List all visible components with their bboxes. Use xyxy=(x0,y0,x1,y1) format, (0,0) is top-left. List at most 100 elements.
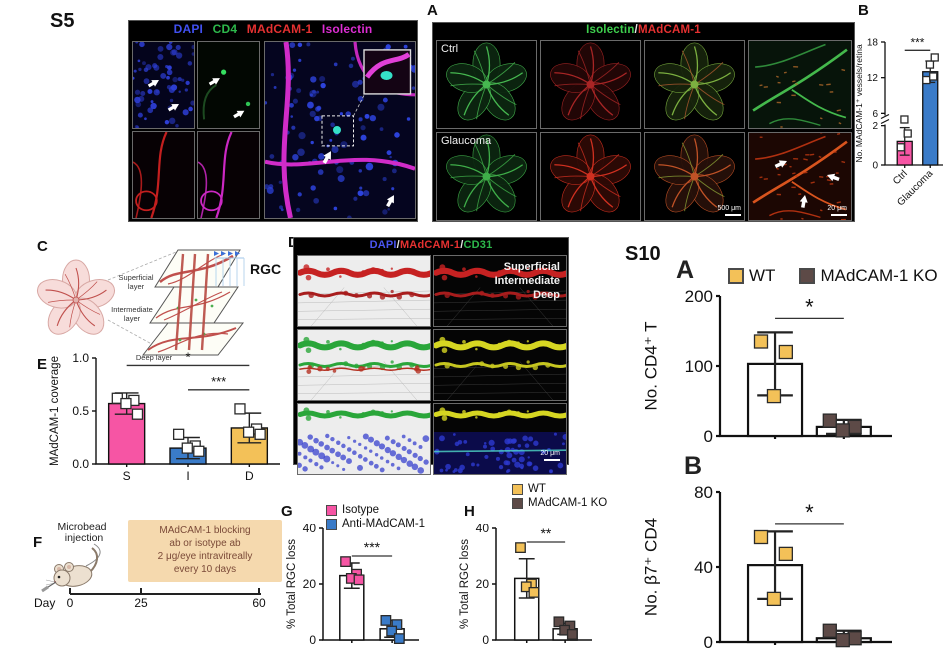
svg-text:*: * xyxy=(805,294,814,319)
svg-text:0: 0 xyxy=(872,161,878,172)
c-superficial-layer xyxy=(154,249,241,288)
panel-h-chart: 0 20 40 ** % Total RGC loss xyxy=(458,521,626,652)
s10-b-label: B xyxy=(684,452,703,480)
f-protocol-box xyxy=(128,520,282,582)
panel-f-label: F xyxy=(33,534,43,551)
svg-text:40: 40 xyxy=(303,524,317,535)
c-superficial-label-1: Superficial xyxy=(118,273,153,282)
svg-text:20: 20 xyxy=(303,577,317,591)
s5-channel-header: DAPI CD4 MAdCAM-1 Isolectin xyxy=(129,22,417,36)
svg-text:2: 2 xyxy=(872,121,878,132)
a-ctrl-madcam-image xyxy=(540,40,641,129)
s5-merged-image xyxy=(264,41,416,219)
a-glaucoma-madcam-image xyxy=(540,132,641,221)
channel-cd4-label: CD4 xyxy=(212,22,238,36)
legend-item: MAdCAM-1 KO xyxy=(512,497,607,509)
panel-f-diagram: Microbead injection MAdCAM-1 blocking ab… xyxy=(34,520,282,610)
svg-text:0: 0 xyxy=(704,427,713,446)
panel-s5-label: S5 xyxy=(50,10,75,32)
panel-a-images: Isolectin/MAdCAM-1 Ctrl Glaucoma 500 μm … xyxy=(432,22,855,222)
panel-a-label: A xyxy=(427,2,438,19)
svg-text:% Total RGC loss: % Total RGC loss xyxy=(459,539,471,629)
d-depth-labels: Superficial Intermediate Deep xyxy=(424,260,560,302)
legend-swatch xyxy=(326,504,337,516)
s5-isolectin-image xyxy=(197,131,260,219)
a-ctrl-inset-image xyxy=(748,40,852,129)
a-glaucoma-row-label: Glaucoma xyxy=(441,135,492,147)
d-intermediate-label: Intermediate xyxy=(494,275,560,287)
a-scalebar-20um: 20 μm xyxy=(803,205,847,216)
svg-text:20: 20 xyxy=(476,577,490,591)
legend-item: WT xyxy=(512,483,607,495)
legend-item: Anti-MAdCAM-1 xyxy=(326,518,425,530)
svg-text:200: 200 xyxy=(685,290,713,306)
d-superficial-label: Superficial xyxy=(503,261,560,273)
d-dapi-3d-white xyxy=(297,403,431,475)
legend-swatch xyxy=(799,268,816,284)
svg-text:No. β7⁺ CD4: No. β7⁺ CD4 xyxy=(642,518,660,616)
a-scalebar-500um: 500 μm xyxy=(695,205,741,216)
a-slash: / xyxy=(634,24,638,36)
legend-label: Anti-MAdCAM-1 xyxy=(342,518,426,530)
svg-text:S: S xyxy=(123,469,131,482)
f-box-line-1: MAdCAM-1 blocking xyxy=(159,525,250,536)
svg-text:MAdCAM-1 coverage: MAdCAM-1 coverage xyxy=(49,356,61,466)
f-day-label: Day xyxy=(34,596,55,610)
svg-text:***: *** xyxy=(910,35,924,49)
f-day-0: 0 xyxy=(67,596,74,610)
legend-swatch xyxy=(326,518,337,530)
svg-text:% Total RGC loss: % Total RGC loss xyxy=(286,539,298,629)
a-channel-header: Isolectin/MAdCAM-1 xyxy=(433,24,854,36)
svg-text:Ctrl: Ctrl xyxy=(891,168,910,187)
h-legend: WT MAdCAM-1 KO xyxy=(512,483,607,509)
panel-c-label: C xyxy=(37,238,48,255)
panel-s10a-chart: 0 100 200 * No. CD4⁺ T xyxy=(641,287,932,446)
svg-text:No. CD4⁺ T: No. CD4⁺ T xyxy=(642,322,660,411)
svg-text:100: 100 xyxy=(685,357,713,376)
c-intermediate-label-1: Intermediate xyxy=(111,305,153,314)
svg-text:40: 40 xyxy=(694,558,713,577)
panel-e-chart: 0.0 0.5 1.0 * *** S I D MAdCAM-1 coverage xyxy=(48,349,288,483)
f-day-60: 60 xyxy=(252,596,266,610)
d-deep-label: Deep xyxy=(533,289,560,301)
legend-item: Isotype xyxy=(326,504,425,516)
d-cd31-3d-white xyxy=(297,329,431,401)
s5-madcam-image xyxy=(132,131,195,219)
f-box-line-4: every 10 days xyxy=(174,564,236,575)
d-channel-header: DAPI/MAdCAM-1/CD31 xyxy=(294,239,568,251)
panel-h-label: H xyxy=(464,503,475,520)
panel-b-label: B xyxy=(858,2,869,19)
c-rgc-arrows-icon xyxy=(214,251,240,256)
f-mouse-icon xyxy=(41,547,98,593)
d-slash1: / xyxy=(396,239,400,251)
channel-madcam-label: MAdCAM-1 xyxy=(246,22,313,36)
panel-s10-label: S10 xyxy=(625,243,661,265)
panel-s5-images: DAPI CD4 MAdCAM-1 Isolectin xyxy=(128,20,418,222)
f-microbead-label-2: injection xyxy=(65,532,104,544)
legend-swatch xyxy=(512,483,523,495)
f-microbead-label-1: Microbead xyxy=(57,521,106,533)
svg-text:80: 80 xyxy=(694,486,713,502)
svg-text:No. MAdCAM-1⁺ vessels/retina: No. MAdCAM-1⁺ vessels/retina xyxy=(855,44,864,163)
s5-dapi-image xyxy=(132,41,195,129)
svg-text:40: 40 xyxy=(476,524,490,535)
f-box-line-2: ab or isotype ab xyxy=(169,538,241,549)
c-intermediate-label-2: layer xyxy=(124,314,141,323)
svg-text:I: I xyxy=(186,469,189,482)
legend-label: Isotype xyxy=(342,504,380,516)
d-dapi-label: DAPI xyxy=(369,239,397,251)
svg-text:*: * xyxy=(805,500,814,525)
svg-text:18: 18 xyxy=(867,38,879,49)
s5-cd4-image xyxy=(197,41,260,129)
svg-text:**: ** xyxy=(540,525,551,541)
s10-legend: WT MAdCAM-1 KO xyxy=(728,266,938,286)
a-isolectin-label: Isolectin xyxy=(586,24,635,36)
f-timeline-axis xyxy=(69,588,261,595)
svg-text:0: 0 xyxy=(704,633,713,652)
panel-d-images: DAPI/MAdCAM-1/CD31 Superficial Intermedi… xyxy=(293,237,569,475)
legend-swatch xyxy=(512,497,523,509)
f-box-line-3: 2 μg/eye intravitreally xyxy=(158,551,253,562)
a-glaucoma-merge-image xyxy=(644,132,745,221)
legend-label: WT xyxy=(749,266,776,285)
d-dapi-3d-black xyxy=(433,403,567,475)
